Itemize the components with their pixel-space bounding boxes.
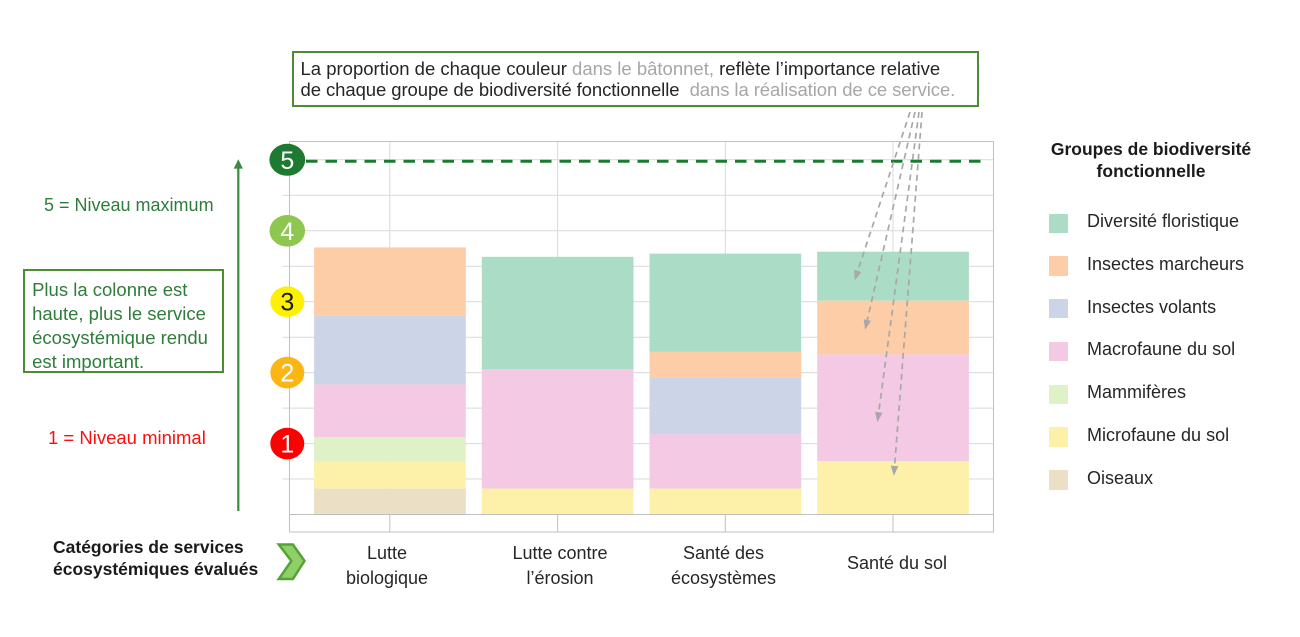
svg-text:3: 3 — [280, 289, 294, 317]
svg-text:1: 1 — [280, 431, 294, 459]
svg-text:5: 5 — [280, 147, 294, 175]
svg-text:4: 4 — [280, 218, 294, 246]
svg-text:2: 2 — [280, 360, 294, 388]
